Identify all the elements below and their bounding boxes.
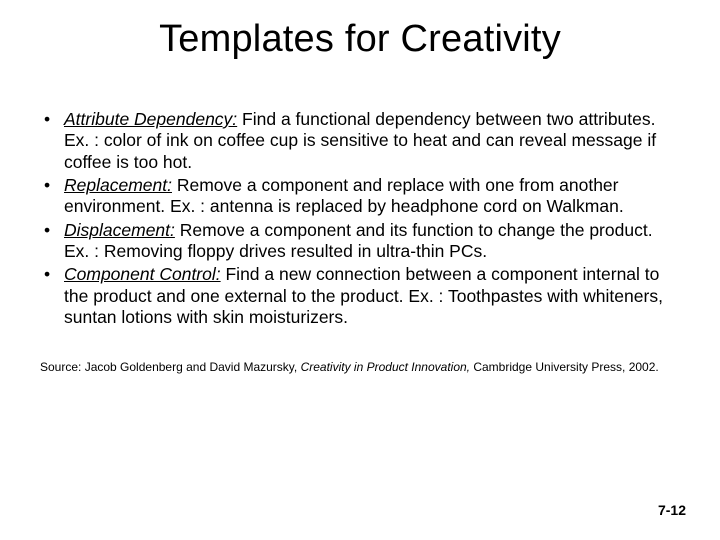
- source-book-title: Creativity in Product Innovation,: [301, 360, 470, 374]
- bullet-term: Displacement:: [64, 220, 175, 240]
- list-item: Component Control: Find a new connection…: [40, 264, 680, 328]
- list-item: Replacement: Remove a component and repl…: [40, 175, 680, 218]
- slide-title: Templates for Creativity: [0, 0, 720, 61]
- source-prefix: Source: Jacob Goldenberg and David Mazur…: [40, 360, 301, 374]
- bullet-list: Attribute Dependency: Find a functional …: [40, 109, 680, 328]
- bullet-term: Replacement:: [64, 175, 172, 195]
- page-number: 7-12: [658, 502, 686, 518]
- bullet-term: Component Control:: [64, 264, 221, 284]
- list-item: Displacement: Remove a component and its…: [40, 220, 680, 263]
- source-citation: Source: Jacob Goldenberg and David Mazur…: [0, 330, 720, 376]
- source-suffix: Cambridge University Press, 2002.: [470, 360, 659, 374]
- bullet-term: Attribute Dependency:: [64, 109, 237, 129]
- slide-body: Attribute Dependency: Find a functional …: [0, 61, 720, 328]
- list-item: Attribute Dependency: Find a functional …: [40, 109, 680, 173]
